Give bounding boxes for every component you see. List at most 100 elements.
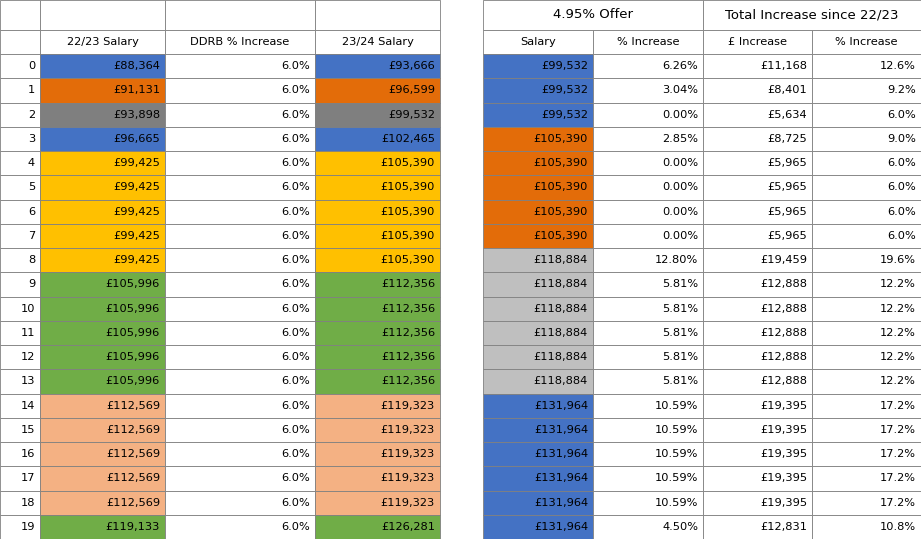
Bar (40, 127, 165, 151)
Text: £118,884: £118,884 (534, 352, 588, 362)
Bar (593, 369, 703, 393)
Text: £131,964: £131,964 (534, 425, 588, 435)
Bar (315, 490, 440, 515)
Bar (483, 248, 593, 272)
Bar (315, 127, 440, 151)
Bar (483, 515, 593, 539)
Text: £112,569: £112,569 (106, 425, 160, 435)
Text: 10.59%: 10.59% (655, 425, 698, 435)
Bar (40, 442, 165, 466)
Bar (703, 490, 812, 515)
Bar (703, 30, 812, 54)
Bar (703, 369, 812, 393)
Bar (593, 175, 703, 199)
Text: 0.00%: 0.00% (662, 182, 698, 192)
Text: 10.59%: 10.59% (655, 400, 698, 411)
Text: £5,634: £5,634 (767, 109, 807, 120)
Text: 6.0%: 6.0% (281, 231, 310, 241)
Text: 6.0%: 6.0% (887, 231, 916, 241)
Bar (483, 393, 593, 418)
Bar (0, 151, 40, 175)
Bar (40, 296, 165, 321)
Bar (703, 0, 921, 30)
Bar (812, 127, 921, 151)
Text: Salary: Salary (520, 37, 556, 47)
Bar (315, 224, 440, 248)
Bar (165, 102, 315, 127)
Text: £88,364: £88,364 (113, 61, 160, 71)
Bar (812, 490, 921, 515)
Text: £119,323: £119,323 (380, 400, 435, 411)
Bar (593, 345, 703, 369)
Bar (0, 296, 40, 321)
Text: £131,964: £131,964 (534, 449, 588, 459)
Bar (440, 296, 483, 321)
Text: £119,323: £119,323 (380, 473, 435, 483)
Bar (0, 199, 40, 224)
Text: £5,965: £5,965 (767, 158, 807, 168)
Bar (165, 224, 315, 248)
Bar (593, 54, 703, 78)
Bar (165, 369, 315, 393)
Text: 6.0%: 6.0% (281, 400, 310, 411)
Text: 10.59%: 10.59% (655, 449, 698, 459)
Text: £105,390: £105,390 (533, 206, 588, 217)
Text: 9.0%: 9.0% (887, 134, 916, 144)
Bar (812, 466, 921, 490)
Bar (440, 199, 483, 224)
Bar (440, 393, 483, 418)
Bar (703, 418, 812, 442)
Text: 6.0%: 6.0% (281, 497, 310, 508)
Bar (315, 199, 440, 224)
Text: 12.2%: 12.2% (880, 279, 916, 289)
Bar (812, 345, 921, 369)
Bar (703, 175, 812, 199)
Text: £93,898: £93,898 (113, 109, 160, 120)
Bar (812, 418, 921, 442)
Text: £118,884: £118,884 (534, 328, 588, 338)
Bar (0, 248, 40, 272)
Bar (0, 102, 40, 127)
Bar (0, 175, 40, 199)
Bar (0, 466, 40, 490)
Text: £131,964: £131,964 (534, 522, 588, 532)
Text: £112,569: £112,569 (106, 449, 160, 459)
Text: 17.2%: 17.2% (880, 473, 916, 483)
Text: £105,390: £105,390 (380, 182, 435, 192)
Text: 6.0%: 6.0% (281, 279, 310, 289)
Bar (703, 296, 812, 321)
Bar (40, 224, 165, 248)
Text: £99,532: £99,532 (541, 85, 588, 95)
Text: 7: 7 (28, 231, 35, 241)
Text: £118,884: £118,884 (534, 303, 588, 314)
Bar (812, 199, 921, 224)
Bar (703, 272, 812, 296)
Bar (315, 151, 440, 175)
Bar (440, 490, 483, 515)
Text: £12,831: £12,831 (760, 522, 807, 532)
Bar (165, 466, 315, 490)
Bar (593, 30, 703, 54)
Text: 0.00%: 0.00% (662, 158, 698, 168)
Text: £119,323: £119,323 (380, 497, 435, 508)
Text: £99,425: £99,425 (113, 206, 160, 217)
Text: 6.0%: 6.0% (281, 376, 310, 386)
Bar (40, 78, 165, 102)
Text: £12,888: £12,888 (760, 352, 807, 362)
Text: 6.0%: 6.0% (887, 206, 916, 217)
Bar (40, 248, 165, 272)
Bar (0, 369, 40, 393)
Text: 12.2%: 12.2% (880, 328, 916, 338)
Bar (0, 321, 40, 345)
Text: £5,965: £5,965 (767, 206, 807, 217)
Text: £105,390: £105,390 (380, 231, 435, 241)
Bar (315, 369, 440, 393)
Bar (165, 78, 315, 102)
Text: 5.81%: 5.81% (662, 328, 698, 338)
Bar (812, 272, 921, 296)
Text: 6.0%: 6.0% (281, 328, 310, 338)
Bar (593, 224, 703, 248)
Bar (315, 78, 440, 102)
Text: 10.59%: 10.59% (655, 473, 698, 483)
Text: £12,888: £12,888 (760, 279, 807, 289)
